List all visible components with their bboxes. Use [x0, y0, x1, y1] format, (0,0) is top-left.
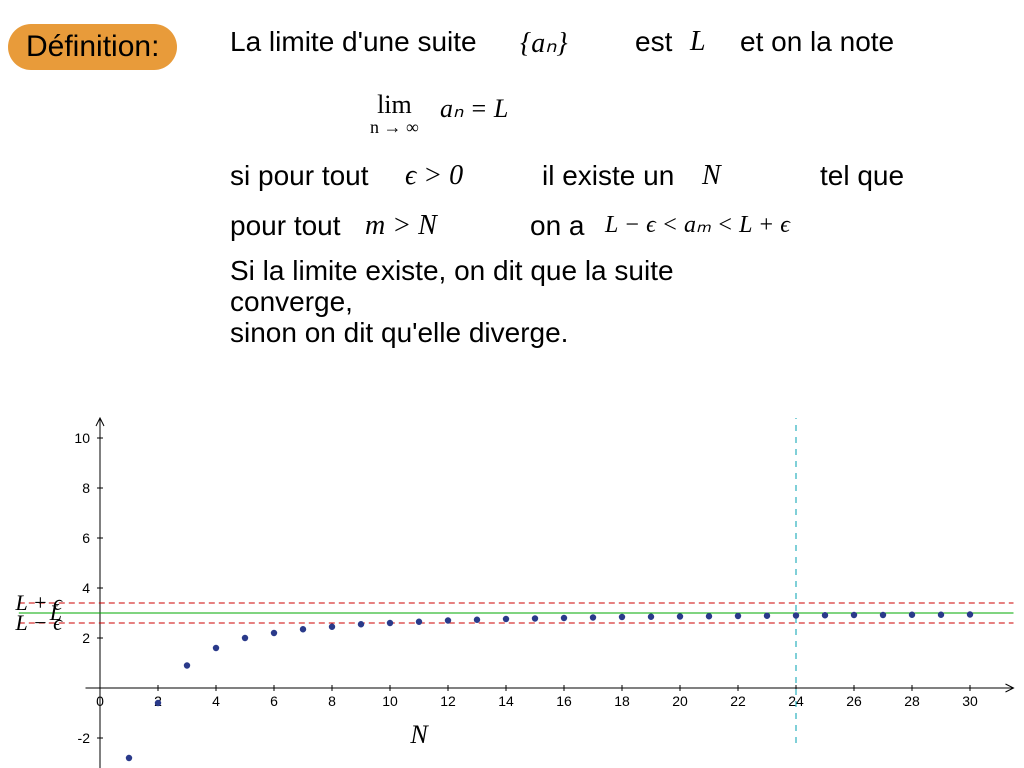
svg-text:28: 28: [904, 693, 920, 709]
line2-eps: ϵ > 0: [405, 160, 463, 192]
svg-text:L − ϵ: L − ϵ: [14, 610, 63, 635]
lim-subscript: n → ∞: [370, 118, 419, 136]
svg-text:12: 12: [440, 693, 456, 709]
svg-text:6: 6: [82, 530, 90, 546]
line3-mN: m > N: [365, 210, 437, 242]
svg-text:0: 0: [96, 693, 104, 709]
svg-text:30: 30: [962, 693, 978, 709]
line2-N: N: [702, 160, 721, 192]
svg-text:4: 4: [212, 693, 220, 709]
svg-text:20: 20: [672, 693, 688, 709]
svg-text:14: 14: [498, 693, 514, 709]
svg-text:8: 8: [82, 480, 90, 496]
svg-text:16: 16: [556, 693, 572, 709]
svg-text:8: 8: [328, 693, 336, 709]
svg-text:2: 2: [82, 630, 90, 646]
svg-text:18: 18: [614, 693, 630, 709]
lim-word: lim: [370, 92, 419, 118]
line2-prefix: si pour tout: [230, 160, 369, 192]
svg-text:6: 6: [270, 693, 278, 709]
svg-text:22: 22: [730, 693, 746, 709]
line3-prefix: pour tout: [230, 210, 341, 242]
line2-suffix: tel que: [820, 160, 904, 192]
line3-inequality: L − ϵ < aₘ < L + ϵ: [605, 210, 790, 239]
line2-middle: il existe un: [542, 160, 674, 192]
line1-suffix: et on la note: [740, 26, 894, 58]
svg-text:N: N: [409, 720, 429, 749]
limit-chart: 024681012141618202224262830-4-2246810L +…: [0, 318, 1024, 768]
svg-text:26: 26: [846, 693, 862, 709]
line1-L: L: [690, 26, 706, 58]
definition-badge: Définition:: [8, 24, 177, 70]
line3-middle: on a: [530, 210, 585, 242]
limit-expression: lim n → ∞: [370, 92, 419, 136]
svg-text:-2: -2: [78, 730, 91, 746]
svg-text:10: 10: [382, 693, 398, 709]
svg-text:10: 10: [74, 430, 90, 446]
line1-est: est: [635, 26, 672, 58]
line1-prefix: La limite d'une suite: [230, 26, 477, 58]
line1-sequence: {aₙ}: [520, 26, 568, 60]
limit-rhs: aₙ = L: [440, 94, 508, 124]
svg-text:4: 4: [82, 580, 90, 596]
page: Définition: La limite d'une suite {aₙ} e…: [0, 0, 1024, 768]
